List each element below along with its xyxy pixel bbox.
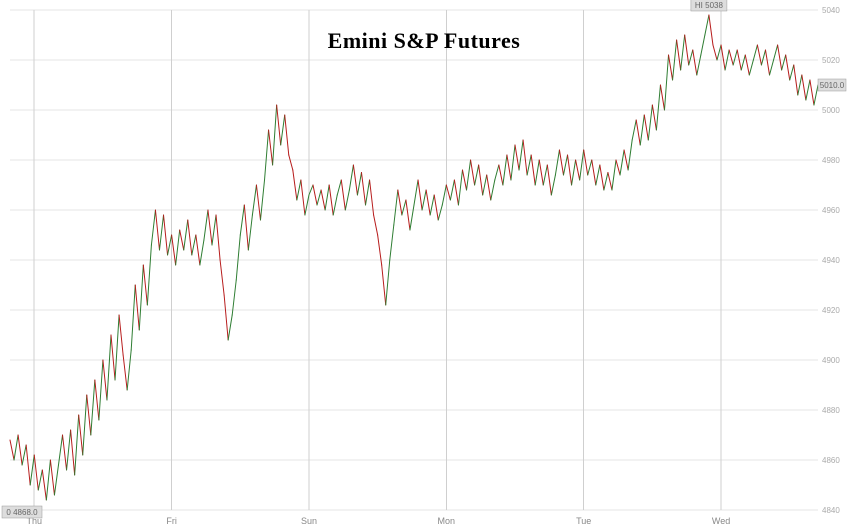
y-tick-label: 4940 <box>822 256 840 265</box>
y-tick-label: 5040 <box>822 6 840 15</box>
high-annotation-label: HI 5038 <box>695 1 724 10</box>
y-tick-label: 4980 <box>822 156 840 165</box>
x-tick-label: Tue <box>576 516 591 526</box>
y-tick-label: 5000 <box>822 106 840 115</box>
price-line <box>10 15 818 500</box>
y-tick-label: 4960 <box>822 206 840 215</box>
x-tick-label: Sun <box>301 516 317 526</box>
y-tick-label: 4920 <box>822 306 840 315</box>
y-tick-label: 4900 <box>822 356 840 365</box>
x-tick-label: Mon <box>438 516 456 526</box>
chart-title: Emini S&P Futures <box>0 28 848 54</box>
y-tick-label: 4840 <box>822 506 840 515</box>
chart-container: Emini S&P Futures 4840 4860 4880 4900 4920 49… <box>0 0 848 532</box>
start-marker-label: 0 4868.0 <box>6 508 38 517</box>
y-tick-label: 4860 <box>822 456 840 465</box>
y-tick-label: 4880 <box>822 406 840 415</box>
last-price-label: 5010.0 <box>820 81 845 90</box>
y-tick-label: 5020 <box>822 56 840 65</box>
x-tick-label: Wed <box>712 516 730 526</box>
chart-svg: 4840 4860 4880 4900 4920 4940 4960 4980 5000 5020… <box>0 0 848 532</box>
x-tick-label: Fri <box>166 516 177 526</box>
